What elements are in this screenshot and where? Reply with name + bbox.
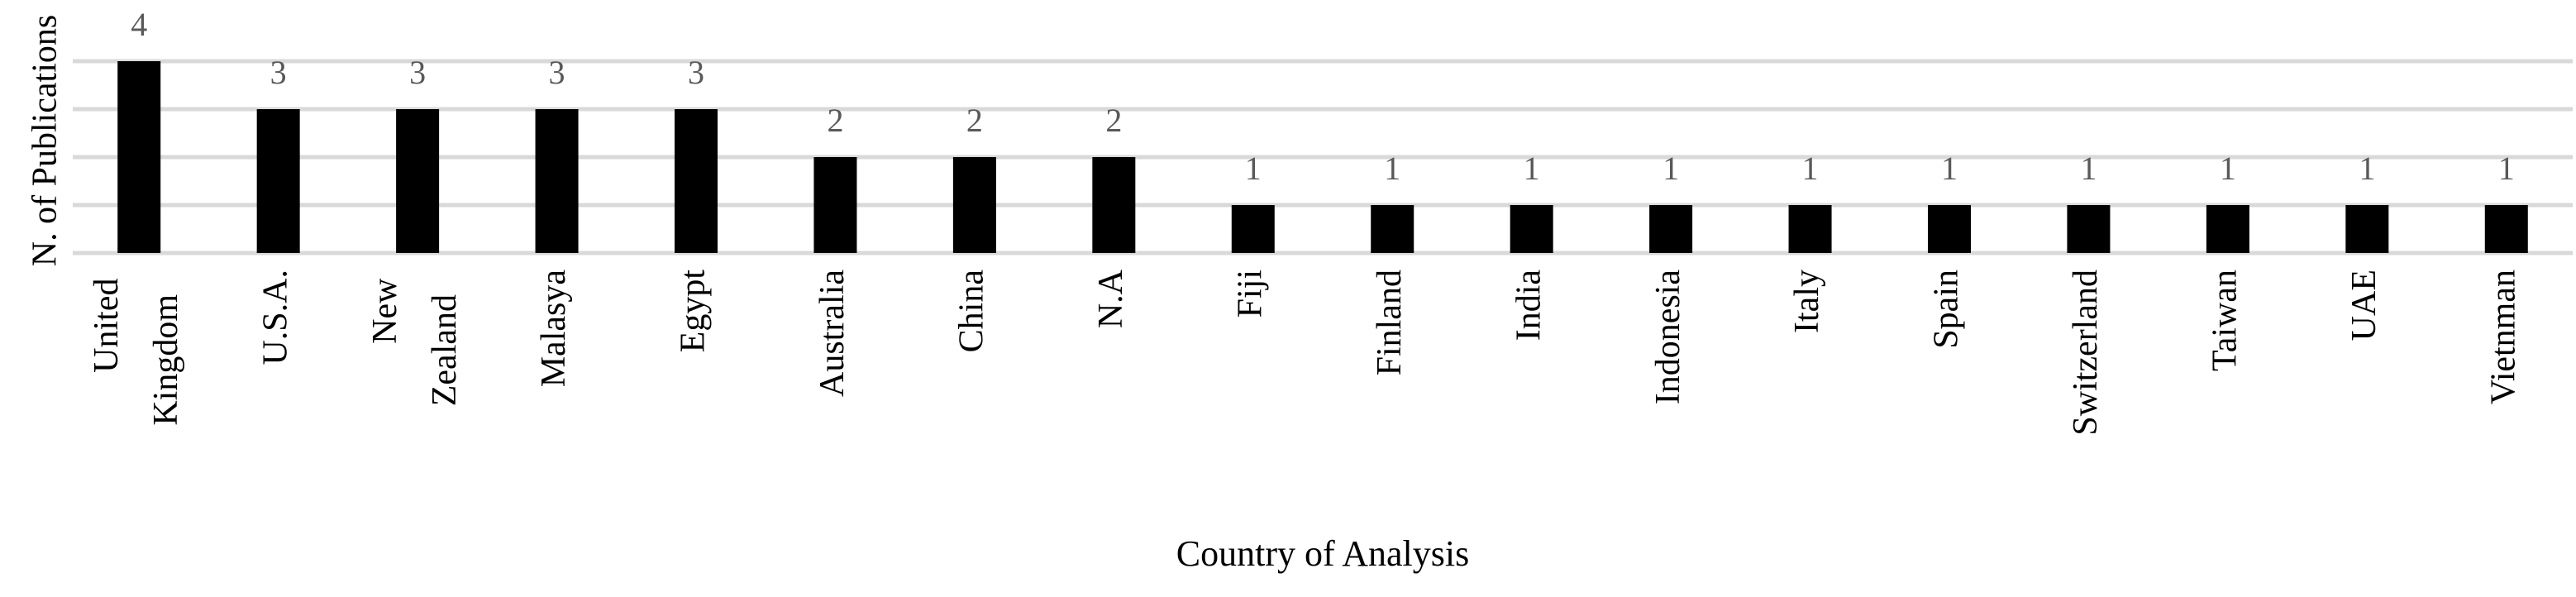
value-label: 1 <box>2080 150 2097 187</box>
y-axis-title: N. of Publications <box>26 15 64 266</box>
x-tick-label: UAE <box>2345 270 2383 341</box>
x-tick-label: Vietnman <box>2484 270 2522 404</box>
value-label: 2 <box>1105 102 1122 139</box>
value-label: 1 <box>1245 150 1262 187</box>
bar <box>1788 205 1832 253</box>
value-label: 4 <box>131 6 147 43</box>
bar <box>2345 205 2389 253</box>
value-label: 1 <box>2220 150 2236 187</box>
bar <box>2206 205 2249 253</box>
bar <box>1928 205 1971 253</box>
bar <box>1510 205 1553 253</box>
bar <box>256 109 300 253</box>
x-tick-label: Indonesia <box>1649 270 1687 405</box>
x-tick-label: Fiji <box>1231 270 1269 318</box>
x-tick-label: Taiwan <box>2206 270 2244 371</box>
value-label: 3 <box>409 54 426 91</box>
x-tick-label: India <box>1510 270 1548 341</box>
value-label: 1 <box>1941 150 1958 187</box>
bar <box>1092 157 1136 253</box>
bar <box>1649 205 1693 253</box>
value-label: 3 <box>549 54 565 91</box>
value-label: 1 <box>1802 150 1819 187</box>
x-tick-label: Switzerland <box>2067 270 2105 436</box>
bar <box>535 109 579 253</box>
x-tick-label: Egypt <box>675 270 713 353</box>
x-tick-label: Malasya <box>535 270 573 388</box>
bar <box>1231 205 1275 253</box>
x-tick-label: Finland <box>1371 270 1409 375</box>
x-axis-title: Country of Analysis <box>1176 533 1469 574</box>
x-tick-label: China <box>953 270 991 353</box>
bar <box>2067 205 2111 253</box>
x-tick-label: U.S.A. <box>256 270 294 365</box>
x-tick-label: United Kingdom <box>88 270 185 426</box>
bar <box>952 157 996 253</box>
value-label: 1 <box>1662 150 1679 187</box>
x-tick-label: Spain <box>1928 270 1966 349</box>
value-label: 1 <box>1384 150 1400 187</box>
bar <box>675 109 718 253</box>
value-label: 1 <box>2498 150 2515 187</box>
bar <box>2484 205 2528 253</box>
value-label: 1 <box>2359 150 2375 187</box>
bar <box>396 109 440 253</box>
bar <box>813 157 857 253</box>
value-label: 2 <box>966 102 983 139</box>
x-tick-label: Italy <box>1788 270 1826 333</box>
value-label: 1 <box>1524 150 1540 187</box>
x-tick-label: Australia <box>813 270 852 397</box>
value-label: 3 <box>688 54 704 91</box>
value-label: 2 <box>827 102 843 139</box>
x-tick-label: New Zealand <box>366 270 464 406</box>
x-tick-label: N.A <box>1092 269 1130 328</box>
bar <box>1371 205 1414 253</box>
value-label: 3 <box>270 54 287 91</box>
bar <box>117 61 161 253</box>
